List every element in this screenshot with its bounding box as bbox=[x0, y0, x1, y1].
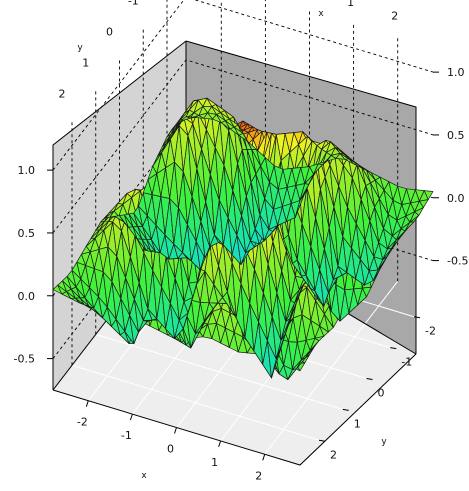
x-tick-label-top-4: 2 bbox=[391, 9, 398, 22]
y-tick-mark-bottom-3 bbox=[342, 408, 349, 411]
x-tick-label-bottom-0: -2 bbox=[77, 416, 88, 429]
floor-grid-y-3 bbox=[95, 333, 343, 410]
x-axis-label-top: x bbox=[318, 9, 324, 19]
z-tick-label-right-3: 1.0 bbox=[447, 66, 465, 79]
y-tick-label-top-1: -1 bbox=[128, 0, 139, 8]
back-pane-edge bbox=[185, 40, 417, 354]
x-tick-label-bottom-2: 0 bbox=[167, 443, 174, 456]
y-axis-label-top: y bbox=[77, 43, 83, 53]
y-tick-label-bottom-4: 2 bbox=[330, 448, 337, 461]
z-tick-label-left-0: -0.5 bbox=[14, 353, 35, 366]
y-tick-label-top-2: 0 bbox=[106, 26, 113, 39]
x-tick-mark-bottom-3 bbox=[218, 440, 222, 448]
y-tick-mark-bottom-4 bbox=[318, 439, 326, 442]
z-tick-label-left-2: 0.5 bbox=[18, 227, 36, 240]
x-tick-mark-bottom-0 bbox=[85, 400, 89, 407]
y-tick-label-bottom-3: 1 bbox=[354, 417, 361, 430]
wall-grid-z-3 bbox=[52, 0, 434, 171]
x-axis-label-bottom: x bbox=[141, 471, 147, 481]
surface bbox=[52, 97, 434, 380]
surface-facet-1567 bbox=[423, 190, 434, 200]
z-tick-label-right-0: -0.5 bbox=[447, 255, 468, 268]
tick-labels: -2-2-1-1001122-2-2-1-1001122-0.5-0.50.00… bbox=[14, 0, 469, 482]
floor-grid-y-4 bbox=[71, 364, 320, 441]
x-tick-mark-bottom-4 bbox=[262, 454, 266, 461]
y-tick-mark-bottom-2 bbox=[366, 378, 373, 380]
y-tick-mark-bottom-0 bbox=[413, 316, 421, 319]
z-tick-label-left-3: 1.0 bbox=[18, 164, 36, 177]
x-tick-label-top-3: 1 bbox=[347, 0, 354, 9]
y-axis-label-bottom: y bbox=[381, 437, 387, 447]
y-tick-mark-bottom-1 bbox=[390, 347, 397, 350]
y-tick-label-bottom-0: -2 bbox=[425, 325, 436, 338]
z-tick-label-right-2: 0.5 bbox=[447, 129, 465, 142]
x-tick-mark-bottom-1 bbox=[129, 413, 133, 421]
floor-front-edge bbox=[52, 353, 417, 466]
y-tick-label-top-3: 1 bbox=[82, 56, 89, 69]
left-pane-edge bbox=[52, 40, 187, 390]
tick-marks bbox=[47, 71, 439, 461]
y-tick-label-bottom-2: 0 bbox=[378, 387, 385, 400]
y-tick-label-top-4: 2 bbox=[59, 87, 66, 100]
x-tick-mark-bottom-2 bbox=[174, 427, 177, 434]
x-tick-label-bottom-3: 1 bbox=[211, 456, 218, 469]
y-tick-label-bottom-1: -1 bbox=[401, 356, 412, 369]
x-tick-label-bottom-4: 2 bbox=[255, 469, 262, 482]
x-tick-label-bottom-1: -1 bbox=[121, 429, 132, 442]
z-tick-label-left-1: 0.0 bbox=[18, 290, 36, 303]
z-tick-label-right-1: 0.0 bbox=[447, 192, 465, 205]
